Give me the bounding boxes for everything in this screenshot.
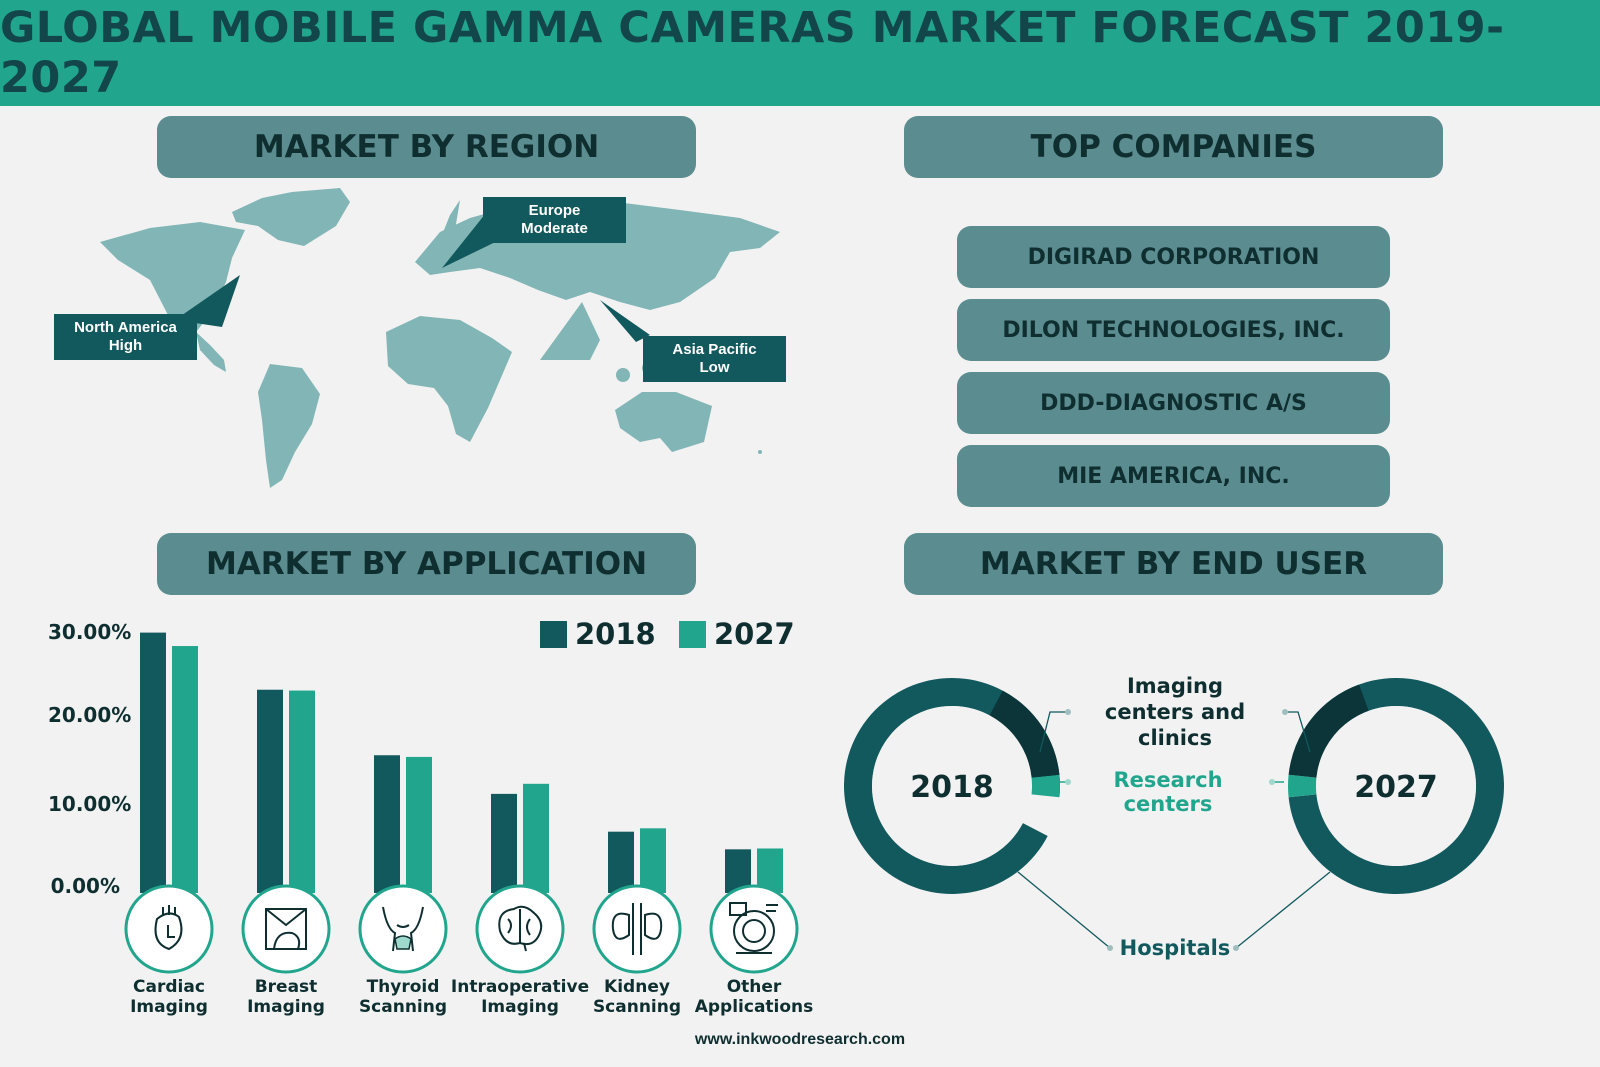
donut-2018: 2018 [844,677,1060,894]
category-label-4: Kidney Scanning [567,977,707,1017]
company-dilon: DILON TECHNOLOGIES, INC. [957,299,1390,361]
scanner-icon [709,884,799,974]
donut-label-research-centers: Research centers [1113,768,1223,816]
kidney-icon [592,884,682,974]
donut-label-hospitals: Hospitals [1119,936,1231,960]
region-name: Europe [528,202,581,219]
region-level: Low [699,359,730,376]
category-label-3: Intraoperative Imaging [450,977,590,1017]
category-label-0: Cardiac Imaging [99,977,239,1017]
category-label-line: Intraoperative [450,977,590,997]
thyroid-icon [358,884,448,974]
y-tick-label: 10.00% [48,792,132,816]
bar-2018-1 [257,689,283,893]
bar-2027-4 [640,828,666,893]
donut-slice-research [1031,774,1060,798]
bar-2018-0 [140,632,166,893]
bar-2018-2 [374,755,400,893]
region-callout-north-america: North America High [54,314,197,360]
page-title: GLOBAL MOBILE GAMMA CAMERAS MARKET FOREC… [0,3,1505,103]
category-label-line: Cardiac [133,977,205,997]
region-level: High [108,337,143,354]
legend-swatch [679,620,706,648]
donut-slice-imaging [989,690,1060,778]
category-label-5: Other Applications [684,977,824,1017]
donut-label-line: centers and clinics [1104,700,1246,750]
brain-icon [475,884,565,974]
donut-label-line: Imaging [1126,674,1224,698]
donut-center-label: 2018 [910,770,994,805]
donut-label-imaging-centers: Imaging centers and clinics [1070,673,1280,751]
bar-2027-2 [406,756,432,893]
bar-2027-3 [523,783,549,893]
legend-item-2027: 2027 [679,617,795,651]
bar-2018-4 [608,831,634,893]
y-tick-label: 0.00% [50,874,120,898]
category-label-line: Scanning [358,997,448,1017]
category-label-line: Scanning [592,997,682,1017]
category-label-line: Thyroid [366,977,440,997]
legend-label: 2018 [575,617,656,651]
category-label-line: Breast [254,977,318,997]
world-map [100,188,780,488]
title-banner: GLOBAL MOBILE GAMMA CAMERAS MARKET FOREC… [0,0,1600,106]
bar-2027-0 [172,646,198,893]
donut-center-label: 2027 [1354,770,1438,805]
category-label-line: Imaging [130,997,208,1017]
company-ddd-diagnostic: DDD-DIAGNOSTIC A/S [957,372,1390,434]
legend-item-2018: 2018 [540,617,656,651]
bar-2027-1 [289,690,315,893]
region-name: Asia Pacific [672,341,757,358]
donut-2027: 2027 [1288,678,1504,894]
category-label-line: Imaging [481,997,559,1017]
region-name: North America [74,319,177,336]
category-label-line: Kidney [604,977,670,997]
y-tick-label: 30.00% [48,620,132,644]
legend-swatch [540,620,567,648]
company-digirad: DIGIRAD CORPORATION [957,226,1390,288]
category-label-2: Thyroid Scanning [333,977,473,1017]
footer-url: www.inkwoodresearch.com [694,1031,906,1048]
donut-slice-research [1288,774,1317,798]
category-label-line: Imaging [247,997,325,1017]
region-callout-asia-pacific: Asia Pacific Low [643,336,786,382]
legend-label: 2027 [714,617,795,651]
section-top-companies: TOP COMPANIES [904,116,1443,178]
section-market-by-end-user: MARKET BY END USER [904,533,1443,595]
breast-icon [241,884,331,974]
category-label-line: Applications [694,997,814,1017]
section-market-by-region: MARKET BY REGION [157,116,696,178]
callout-pointer-asia-pacific [600,300,650,342]
company-mie-america: MIE AMERICA, INC. [957,445,1390,507]
heart-icon [124,884,214,974]
category-label-1: Breast Imaging [216,977,356,1017]
category-label-line: Other [726,977,782,997]
region-level: Moderate [521,220,588,237]
region-callout-europe: Europe Moderate [483,197,626,243]
bar-2018-3 [491,793,517,893]
y-tick-label: 20.00% [48,703,132,727]
donut-slice-imaging [1288,684,1369,778]
bar-chart [124,632,799,974]
section-market-by-application: MARKET BY APPLICATION [157,533,696,595]
